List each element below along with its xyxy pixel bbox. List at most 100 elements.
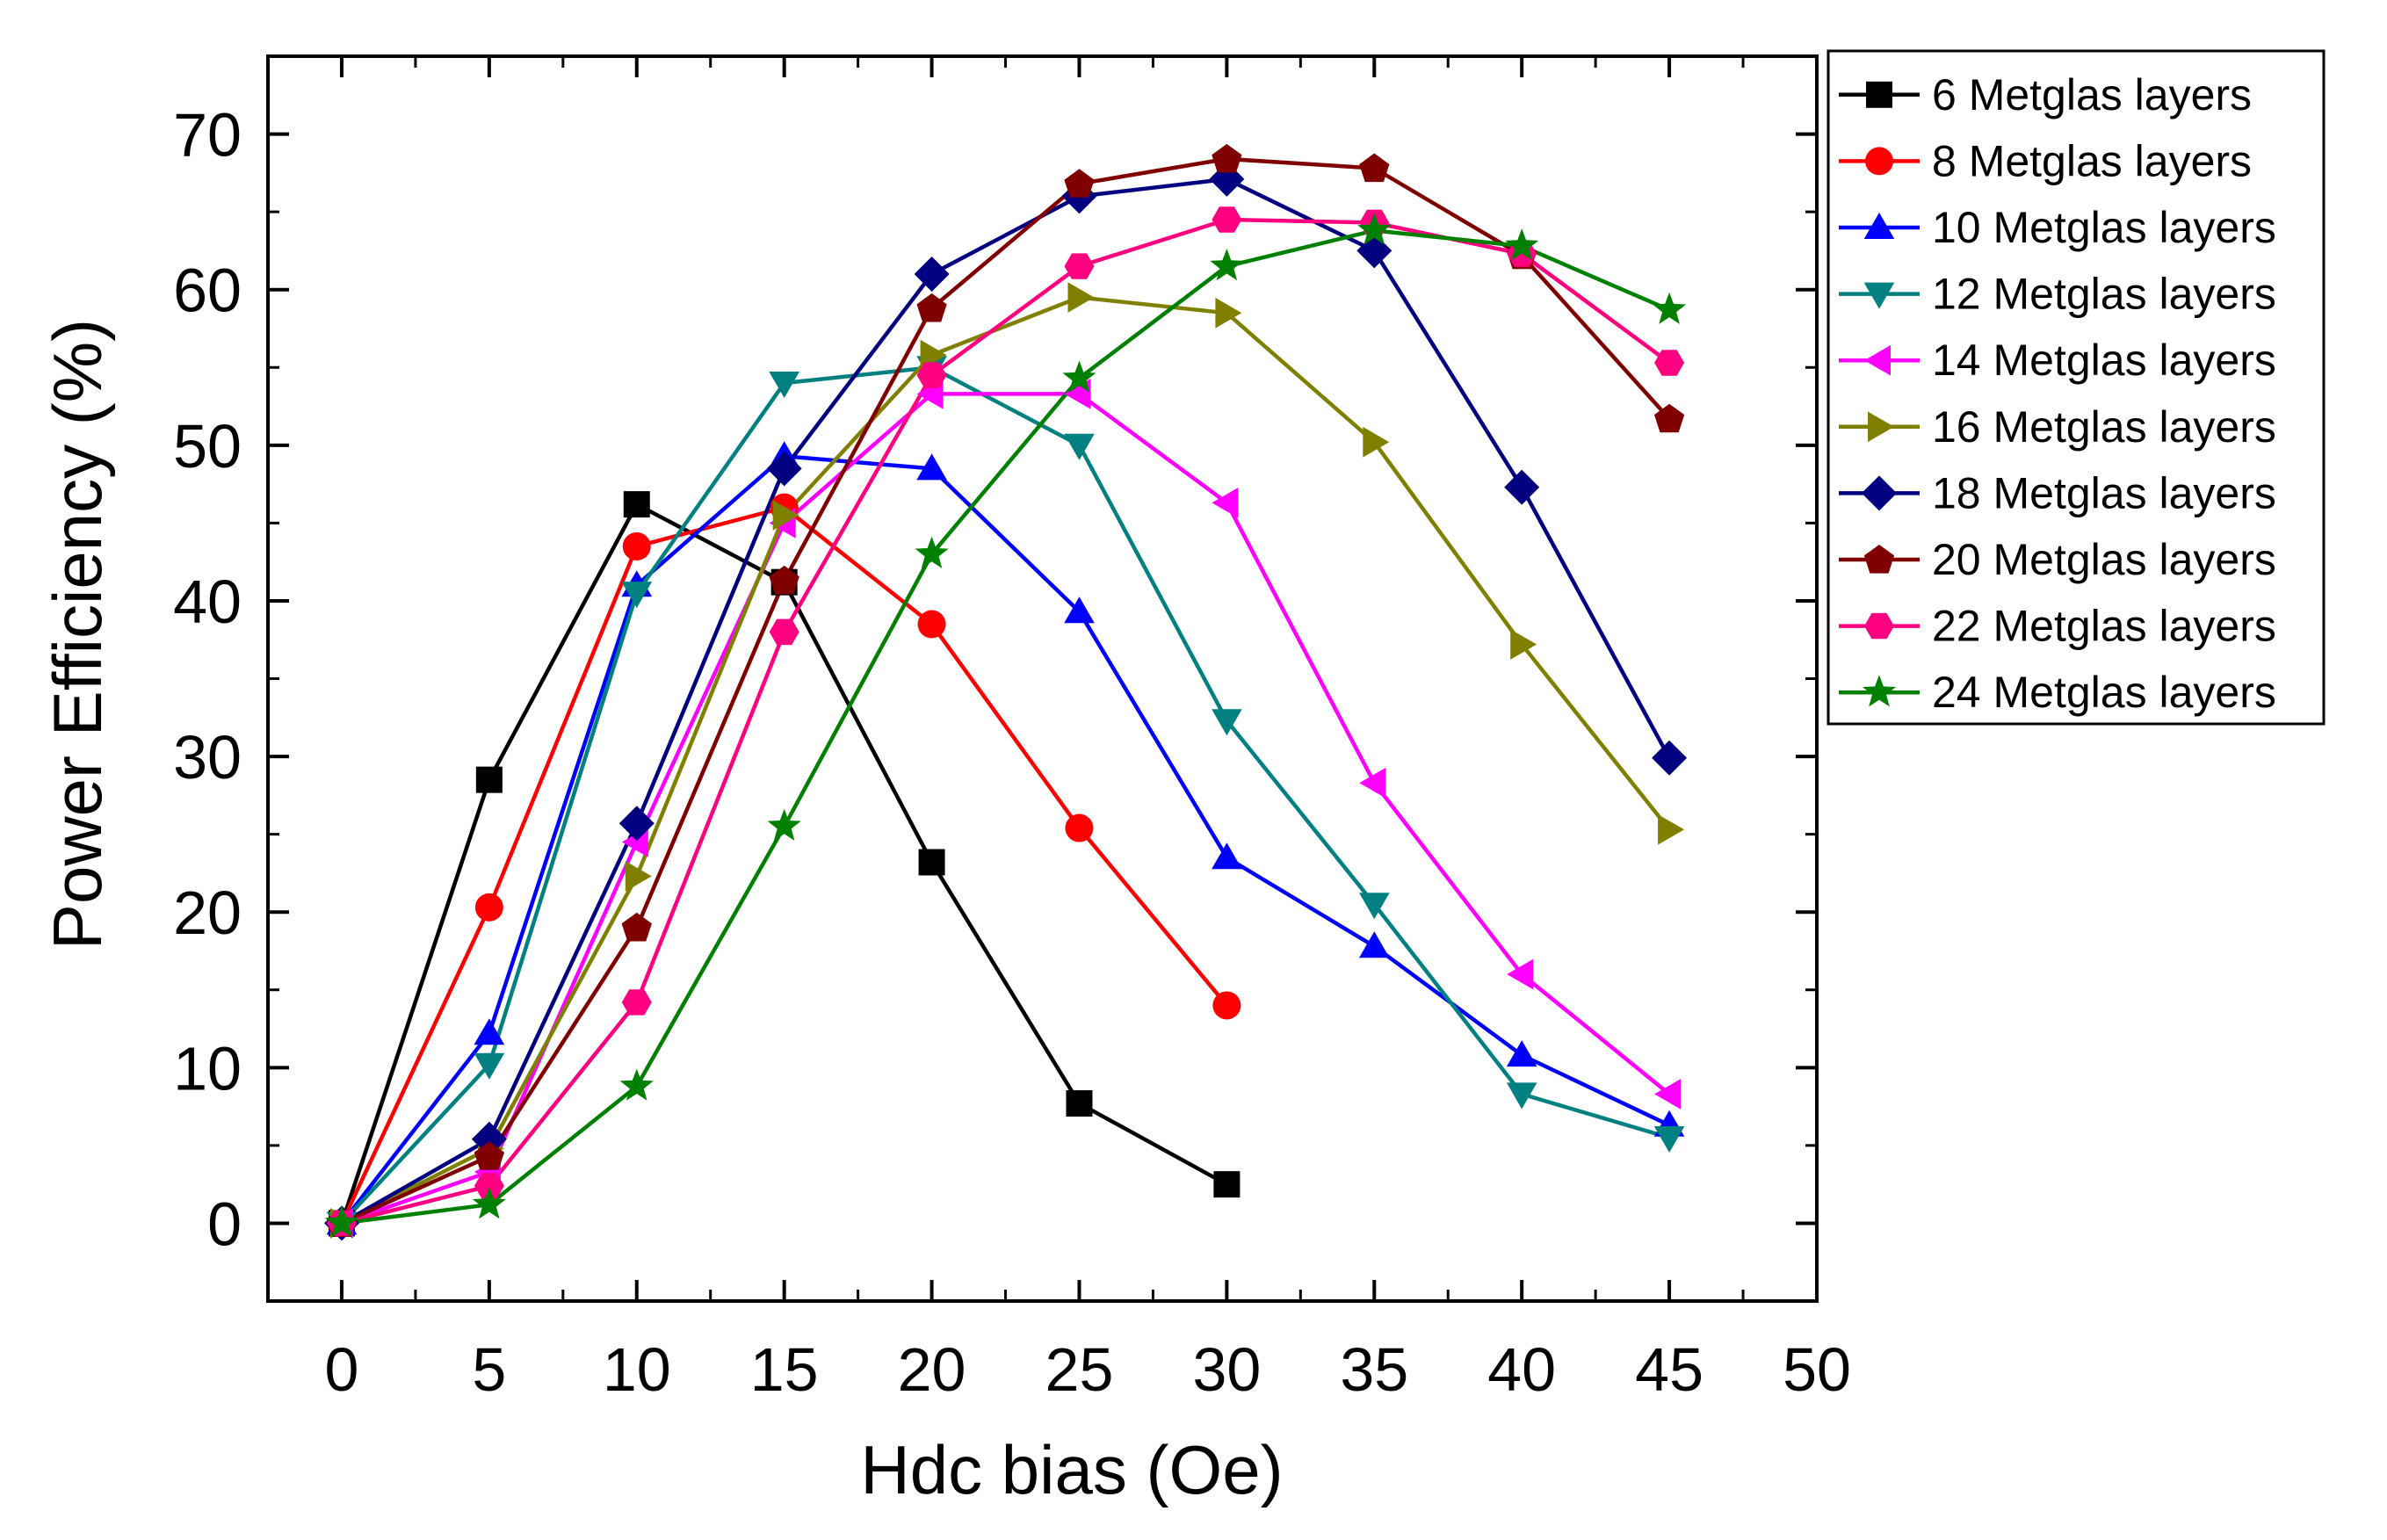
legend-marker <box>1862 475 1897 511</box>
data-point <box>766 451 802 487</box>
data-point <box>621 912 652 942</box>
data-point <box>1213 1171 1241 1198</box>
data-point <box>1359 153 1390 183</box>
x-tick-label: 40 <box>1487 1335 1556 1404</box>
data-point <box>772 500 799 531</box>
y-tick-label: 60 <box>173 257 242 325</box>
data-point <box>472 1187 506 1219</box>
data-point <box>474 1052 505 1080</box>
data-point <box>475 766 503 793</box>
data-point <box>619 1068 654 1101</box>
data-point <box>1652 740 1688 776</box>
data-point <box>1357 213 1392 245</box>
data-point <box>769 565 799 595</box>
series-line <box>340 295 1671 1225</box>
series-line <box>341 392 1671 1225</box>
data-point <box>1067 282 1095 313</box>
data-point <box>918 849 945 876</box>
data-point <box>474 893 503 922</box>
data-point <box>474 1141 504 1170</box>
legend-marker <box>1868 411 1894 443</box>
x-tick-label: 25 <box>1045 1335 1114 1404</box>
data-point <box>769 618 799 646</box>
y-tick-label: 50 <box>173 412 242 481</box>
legend-label: 22 Metglas layers <box>1932 602 2276 651</box>
legend-marker <box>1863 282 1895 309</box>
data-point <box>1658 814 1685 845</box>
x-tick-label: 15 <box>750 1335 819 1404</box>
data-point <box>623 491 650 518</box>
data-point <box>621 582 653 609</box>
data-point <box>1506 1082 1537 1110</box>
legend-marker <box>1866 81 1892 108</box>
data-point <box>1363 426 1390 458</box>
data-point <box>916 453 947 481</box>
data-point <box>1215 297 1242 329</box>
data-point <box>1212 991 1241 1020</box>
legend-label: 16 Metglas layers <box>1932 402 2276 452</box>
legend-marker <box>1864 344 1891 376</box>
x-tick-label: 5 <box>472 1335 506 1404</box>
y-tick-label: 40 <box>173 568 242 636</box>
series-line <box>341 156 1671 1225</box>
data-point <box>1064 596 1095 624</box>
x-axis-title: Hdc bias (Oe) <box>860 1431 1283 1508</box>
x-tick-label: 45 <box>1635 1335 1703 1404</box>
data-point <box>1359 893 1390 920</box>
x-tick-label: 0 <box>324 1335 358 1404</box>
y-tick-label: 20 <box>173 878 242 947</box>
data-point <box>916 362 947 388</box>
y-tick-label: 70 <box>173 101 242 170</box>
data-point <box>1065 813 1094 842</box>
legend-box <box>1826 49 2326 726</box>
data-point <box>769 372 799 398</box>
data-point <box>1212 488 1239 518</box>
data-point <box>914 257 950 292</box>
data-point <box>1504 469 1540 505</box>
data-point <box>1356 233 1392 269</box>
x-tick-label: 30 <box>1192 1335 1261 1404</box>
data-point <box>618 806 655 842</box>
data-point <box>1654 403 1685 433</box>
series-line <box>341 228 1670 1225</box>
data-point <box>1359 931 1390 958</box>
series-line <box>340 177 1672 1225</box>
x-tick-label: 10 <box>603 1335 671 1404</box>
data-point <box>1064 433 1095 460</box>
legend-marker <box>1863 545 1895 574</box>
x-tick-label: 20 <box>898 1335 966 1404</box>
legend-label: 20 Metglas layers <box>1932 535 2276 584</box>
y-tick-label: 30 <box>173 723 242 792</box>
data-point <box>622 531 651 560</box>
data-point <box>1505 228 1539 261</box>
data-point <box>915 536 949 568</box>
data-point <box>767 808 801 841</box>
data-point <box>625 861 652 892</box>
y-axis-title: Power Efficiency (%) <box>39 319 116 950</box>
data-point <box>1507 958 1534 990</box>
data-point <box>1062 360 1096 393</box>
series-line <box>340 365 1670 1225</box>
data-point <box>324 1205 358 1238</box>
legend: 6 Metglas layers 8 Metglas layers 10 Metgl… <box>1826 49 2326 726</box>
data-point <box>1212 206 1242 233</box>
legend-label: 10 Metglas layers <box>1932 203 2276 252</box>
data-point <box>1212 842 1242 870</box>
x-tick-label: 50 <box>1783 1335 1851 1404</box>
legend-label: 6 Metglas layers <box>1932 70 2252 119</box>
legend-marker <box>1863 675 1896 707</box>
data-point <box>1654 1079 1682 1110</box>
data-point <box>1212 143 1242 173</box>
series-line <box>339 505 1229 1225</box>
data-point <box>474 1173 504 1199</box>
data-point <box>1064 253 1095 279</box>
data-point <box>474 1018 505 1045</box>
legend-marker <box>1865 147 1893 176</box>
data-point <box>916 293 947 322</box>
data-point <box>1653 1126 1685 1153</box>
data-point <box>1066 1090 1093 1117</box>
x-tick-label: 35 <box>1340 1335 1408 1404</box>
data-point <box>1210 249 1244 281</box>
legend-label: 14 Metglas layers <box>1932 336 2276 385</box>
